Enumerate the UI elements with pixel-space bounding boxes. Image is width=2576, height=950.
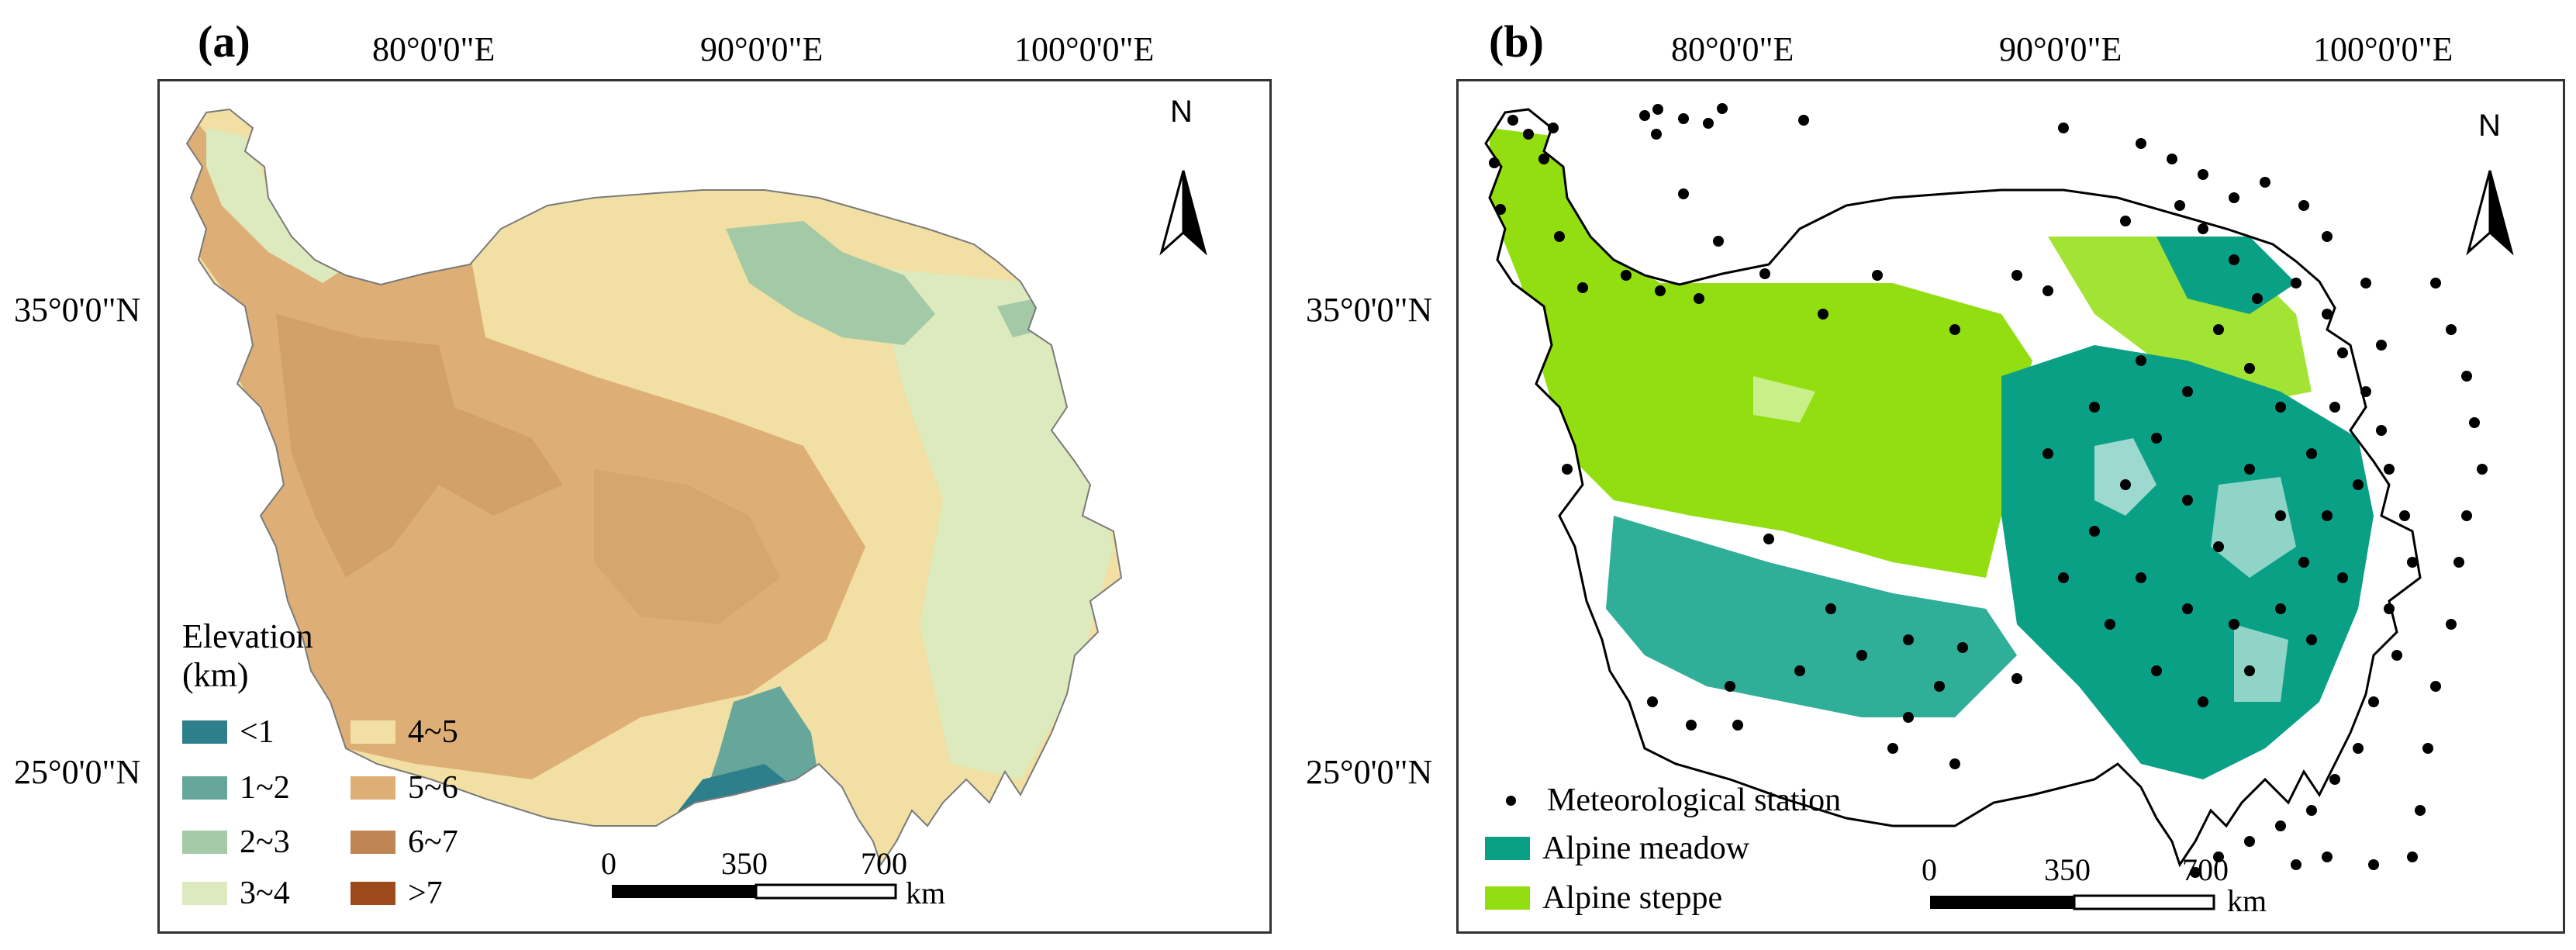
panel-a-legend-title: Elevation (km) — [182, 617, 313, 695]
legend-label: >7 — [408, 876, 443, 911]
legend-item-alpine-steppe: Alpine steppe — [1485, 879, 1722, 917]
legend-label: 3~4 — [240, 876, 290, 911]
legend-label: Meteorological station — [1547, 782, 1842, 818]
panel-a-scale-unit: km — [906, 876, 946, 910]
alpine-meadow-southwest — [1606, 516, 2017, 717]
legend-item-alpine-meadow: Alpine meadow — [1485, 830, 1749, 867]
legend-label: 2~3 — [240, 824, 290, 860]
plateau-boundary-b — [1484, 108, 2422, 868]
legend-swatch — [1485, 886, 1530, 910]
scale-bar — [612, 883, 897, 900]
legend-item-5-6: 5~6 — [350, 769, 458, 807]
panel-b-lon-label-100: 100°0'0"E — [2313, 30, 2453, 68]
panel-a-scale-0: 0 — [601, 846, 616, 881]
legend-swatch — [350, 720, 395, 744]
legend-item-2-3: 2~3 — [182, 824, 290, 861]
legend-title-line2: (km) — [182, 656, 249, 694]
plateau-boundary — [185, 108, 1123, 867]
panel-a-scale-700: 700 — [861, 846, 907, 881]
panel-a-map-frame — [157, 79, 1272, 934]
panel-b-north-label: N — [2478, 109, 2501, 143]
legend-swatch — [182, 776, 227, 800]
panel-b-lon-label-90: 90°0'0"E — [1999, 30, 2122, 68]
panel-a-north-label: N — [1170, 95, 1193, 129]
panel-a-lon-label-90: 90°0'0"E — [700, 30, 824, 68]
legend-swatch — [350, 882, 395, 905]
meteorological-stations — [1489, 103, 2488, 878]
legend-item-lt1: <1 — [182, 713, 275, 751]
legend-label: 5~6 — [408, 770, 458, 806]
panel-a-elevation-map — [185, 108, 1207, 900]
legend-label: Alpine meadow — [1542, 831, 1750, 866]
panel-a-lon-label-100: 100°0'0"E — [1014, 30, 1155, 68]
panel-a-lat-label-35: 35°0'0"N — [14, 291, 141, 329]
alpine-steppe-west — [1490, 128, 2032, 578]
qaidam-basin — [726, 221, 935, 345]
scale-bar-b — [1930, 894, 2215, 910]
north-arrow-icon-b — [2466, 170, 2514, 256]
legend-label: 4~5 — [408, 714, 458, 750]
legend-item-1-2: 1~2 — [182, 769, 290, 807]
station-dot-icon — [1506, 795, 1516, 806]
panel-b-scale-350: 350 — [2044, 852, 2091, 887]
legend-swatch — [182, 720, 227, 744]
legend-item-gt7: >7 — [350, 875, 443, 912]
panel-b-label: (b) — [1489, 16, 1544, 67]
legend-swatch — [1485, 837, 1530, 860]
panel-a-label: (a) — [198, 16, 250, 67]
elevation-zone-3-4 — [873, 268, 1114, 779]
legend-label: 6~7 — [408, 824, 458, 860]
legend-item-station: Meteorological station — [1498, 782, 1841, 819]
legend-label: Alpine steppe — [1542, 880, 1723, 916]
panel-b-lon-label-80: 80°0'0"E — [1671, 30, 1794, 68]
legend-swatch — [182, 831, 227, 854]
legend-item-3-4: 3~4 — [182, 875, 290, 912]
panel-a-lat-label-25: 25°0'0"N — [14, 753, 141, 791]
panel-b-lat-label-25: 25°0'0"N — [1306, 753, 1433, 791]
alpine-meadow-northeast — [2156, 237, 2296, 314]
elevation-zone-6-7-south — [594, 469, 780, 624]
legend-label: 1~2 — [240, 770, 290, 806]
panel-b-lat-label-35: 35°0'0"N — [1306, 291, 1433, 329]
legend-swatch — [350, 776, 395, 800]
panel-b-map-frame — [1456, 79, 2565, 934]
legend-swatch — [182, 882, 227, 905]
north-arrow-icon — [1159, 170, 1207, 256]
legend-swatch — [350, 831, 395, 854]
legend-title-line1: Elevation — [182, 617, 313, 655]
panel-a-scale-350: 350 — [721, 846, 768, 881]
legend-label: <1 — [240, 714, 275, 750]
panel-b-scale-unit: km — [2227, 883, 2267, 918]
legend-item-4-5: 4~5 — [350, 713, 458, 751]
panel-b-scale-0: 0 — [1922, 852, 1937, 887]
panel-a-lon-label-80: 80°0'0"E — [372, 30, 496, 68]
panel-b-vegetation-map — [1484, 103, 2514, 910]
legend-item-6-7: 6~7 — [350, 824, 458, 861]
elevation-zone-6-7 — [276, 314, 563, 578]
panel-b-scale-700: 700 — [2182, 852, 2229, 887]
